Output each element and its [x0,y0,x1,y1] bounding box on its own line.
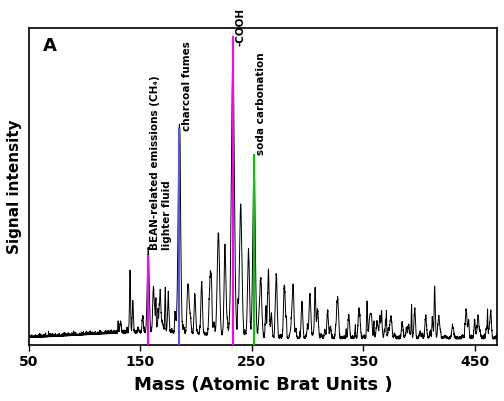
Text: soda carbonation: soda carbonation [257,53,266,155]
Text: charcoal fumes: charcoal fumes [181,42,192,132]
X-axis label: Mass (Atomic Brat Units ): Mass (Atomic Brat Units ) [134,376,392,394]
Text: -COOH: -COOH [235,7,245,46]
Text: BEAN-related emissions (CH₄)
lighter fluid: BEAN-related emissions (CH₄) lighter flu… [150,75,172,250]
Y-axis label: Signal intensity: Signal intensity [7,119,22,253]
Text: A: A [43,37,57,55]
